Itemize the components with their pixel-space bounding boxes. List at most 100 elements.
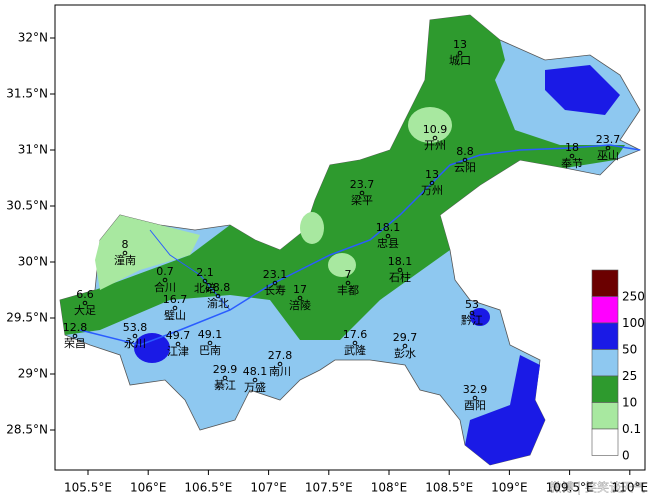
region-50-100 [545, 65, 620, 115]
legend-swatch [591, 375, 619, 403]
station-value: 17.6 [343, 328, 368, 341]
station-dot [132, 333, 138, 339]
station-dot [215, 293, 221, 299]
station-value: 18 [565, 141, 579, 154]
station-value: 13 [425, 168, 439, 181]
station-dot [397, 267, 403, 273]
station-name: 大足 [74, 303, 96, 317]
station-dot [385, 233, 391, 239]
lon-label: 109.5°E [546, 481, 594, 495]
station-dot [605, 145, 611, 151]
station-value: 23.1 [263, 268, 288, 281]
station-dot [297, 295, 303, 301]
station-dot [272, 280, 278, 286]
lon-label: 110°E [612, 481, 649, 495]
station-name: 渝北 [207, 296, 229, 310]
station-value: 10.9 [423, 123, 448, 136]
station-value: 7 [345, 268, 352, 281]
station-value: 28.8 [206, 281, 231, 294]
station-dot [122, 250, 128, 256]
station-name: 酉阳 [464, 399, 486, 412]
station-value: 53 [465, 298, 479, 311]
legend-label: 0 [622, 449, 630, 463]
station-value: 0.7 [156, 265, 174, 278]
station-name: 忠县 [377, 237, 399, 250]
station-dot [202, 278, 208, 284]
station-value: 23.7 [350, 178, 375, 191]
station-value: 49.1 [198, 328, 223, 341]
station-name: 云阳 [454, 161, 476, 174]
lon-label: 108.5°E [425, 481, 473, 495]
station-dot [252, 377, 258, 383]
station-value: 32.9 [463, 383, 488, 396]
station-value: 8.8 [456, 145, 474, 158]
station-name: 丰都 [337, 284, 359, 297]
station-value: 49.7 [166, 329, 191, 342]
station-name: 万盛 [244, 380, 266, 394]
legend-label: 250 [622, 290, 645, 304]
region-50-100 [470, 308, 490, 326]
legend-swatch [591, 402, 619, 430]
lat-label: 28.5°N [6, 423, 48, 437]
region-01-10 [300, 212, 324, 244]
station-name: 合川 [154, 280, 176, 294]
station-value: 29.9 [213, 363, 238, 376]
legend-label: 50 [622, 343, 637, 357]
station-name: 永川 [124, 336, 146, 350]
station-name: 彭水 [394, 346, 416, 360]
station-name: 开州 [424, 139, 446, 152]
station-name: 武隆 [344, 343, 366, 357]
station-name: 江津 [167, 345, 189, 358]
station-dot [207, 340, 213, 346]
lon-label: 107.5°E [305, 481, 353, 495]
station-dot [472, 395, 478, 401]
region-01-10 [408, 107, 452, 143]
lat-label: 30.5°N [6, 199, 48, 213]
lat-label: 31.5°N [6, 87, 48, 101]
station-value: 18.1 [388, 255, 413, 268]
station-name: 奉节 [561, 156, 583, 170]
station-dot [359, 190, 365, 196]
station-dot [569, 153, 575, 159]
station-name: 南川 [269, 365, 291, 378]
station-name: 黔江 [461, 313, 483, 327]
lat-label: 29.5°N [6, 311, 48, 325]
legend-label: 0.1 [622, 422, 641, 436]
station-name: 潼南 [114, 253, 136, 267]
station-value: 17 [293, 283, 307, 296]
station-value: 48.1 [243, 365, 268, 378]
station-dot [457, 50, 463, 56]
station-dot [72, 333, 78, 339]
station-name: 巴南 [199, 344, 221, 357]
station-dot [352, 340, 358, 346]
region-01-10 [328, 253, 356, 277]
station-dot [172, 305, 178, 311]
river [79, 144, 641, 346]
lon-label: 107°E [250, 481, 287, 495]
station-value: 12.8 [63, 321, 88, 334]
station-name: 长寿 [264, 283, 286, 297]
legend-swatch [591, 322, 619, 350]
station-name: 万州 [421, 184, 443, 197]
station-value: 13 [453, 38, 467, 51]
lon-label: 109°E [491, 481, 528, 495]
lon-label: 106.5°E [184, 481, 232, 495]
region-50-100 [134, 333, 170, 363]
legend-label: 100 [622, 316, 645, 330]
station-name: 巫山 [597, 149, 619, 162]
station-name: 綦江 [214, 379, 236, 392]
station-dot [175, 341, 181, 347]
station-value: 6.6 [76, 288, 94, 301]
station-dot [402, 343, 408, 349]
lat-label: 29°N [18, 367, 48, 381]
station-dot [462, 157, 468, 163]
legend-label: 10 [622, 396, 637, 410]
station-name: 璧山 [164, 308, 186, 322]
watermark: 微博 | 笑笑谈天气 [549, 480, 645, 495]
legend-swatch [591, 349, 619, 377]
station-value: 2.1 [196, 266, 214, 279]
station-value: 18.1 [376, 221, 401, 234]
region-01-10 [95, 215, 200, 290]
station-dot [469, 310, 475, 316]
